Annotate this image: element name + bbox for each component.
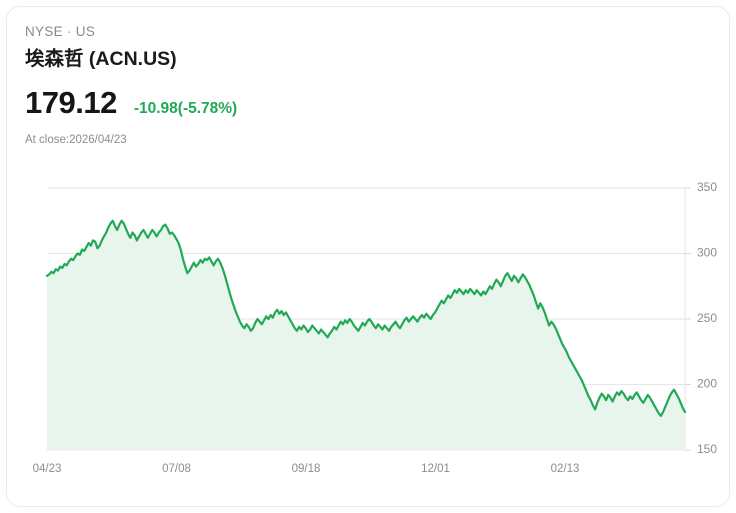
x-axis-label: 09/18 [292, 463, 321, 475]
y-axis-label: 200 [697, 377, 717, 391]
exchange-row: NYSE · US [25, 23, 625, 41]
region-label: US [75, 24, 96, 39]
price-chart-svg[interactable]: 150 200 250 300 350 04/23 07/08 09/18 12/01 02/13 [7, 167, 730, 497]
quote-header: NYSE · US 埃森哲 (ACN.US) 179.12 -10.98(-5.78… [25, 23, 625, 148]
stock-quote-card: NYSE · US 埃森哲 (ACN.US) 179.12 -10.98(-5.78… [6, 6, 730, 507]
price-area-fill [47, 220, 685, 450]
x-axis-label: 04/23 [33, 463, 62, 475]
x-axis-label: 12/01 [421, 463, 450, 475]
price-change: -10.98(-5.78%) [133, 100, 238, 117]
y-axis-label: 250 [697, 311, 717, 325]
close-timestamp: At close:2026/04/23 [25, 134, 127, 146]
y-axis-label: 350 [697, 180, 717, 194]
y-axis-label: 300 [697, 246, 717, 260]
exchange-separator: · [66, 24, 72, 39]
y-axis-label: 150 [697, 442, 717, 456]
exchange-name: NYSE [25, 24, 63, 39]
x-axis-label: 07/08 [162, 463, 191, 475]
price-chart[interactable]: 150 200 250 300 350 04/23 07/08 09/18 12/01 02/13 [7, 167, 730, 497]
price-row: 179.12 -10.98(-5.78%) [25, 86, 625, 120]
x-axis-label: 02/13 [551, 463, 580, 475]
price-line [45, 219, 687, 418]
current-price: 179.12 [25, 85, 117, 120]
page-title: 埃森哲 (ACN.US) [25, 48, 177, 70]
